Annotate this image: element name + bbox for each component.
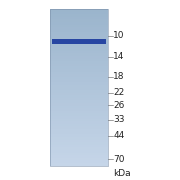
Bar bbox=[50, 40, 108, 43]
Bar bbox=[50, 160, 108, 163]
Bar bbox=[50, 89, 108, 93]
Bar bbox=[50, 157, 108, 160]
Bar bbox=[50, 100, 108, 103]
Bar bbox=[50, 163, 108, 166]
Bar bbox=[50, 24, 108, 27]
Bar bbox=[50, 147, 108, 150]
Text: 14: 14 bbox=[113, 52, 125, 61]
Bar bbox=[50, 11, 108, 14]
Bar bbox=[50, 69, 108, 72]
Bar bbox=[50, 116, 108, 119]
Bar bbox=[50, 56, 108, 59]
Bar bbox=[50, 27, 108, 30]
Bar bbox=[50, 95, 108, 98]
Bar bbox=[50, 92, 108, 95]
Bar bbox=[50, 118, 108, 121]
Bar bbox=[50, 37, 108, 40]
Bar bbox=[50, 126, 108, 129]
Bar bbox=[50, 82, 108, 85]
Text: 18: 18 bbox=[113, 72, 125, 81]
Bar bbox=[50, 129, 108, 132]
Bar bbox=[50, 61, 108, 64]
Bar bbox=[50, 105, 108, 108]
Bar bbox=[50, 53, 108, 56]
Bar bbox=[50, 45, 108, 48]
Bar bbox=[50, 30, 108, 32]
Text: 44: 44 bbox=[113, 131, 125, 140]
Bar bbox=[50, 22, 108, 25]
Bar bbox=[50, 144, 108, 147]
Bar bbox=[50, 35, 108, 38]
Bar bbox=[50, 131, 108, 134]
Bar bbox=[50, 79, 108, 82]
Bar bbox=[50, 14, 108, 17]
Bar bbox=[50, 9, 108, 166]
Bar bbox=[50, 32, 108, 35]
Bar bbox=[50, 71, 108, 74]
Text: kDa: kDa bbox=[113, 169, 131, 178]
Text: 10: 10 bbox=[113, 31, 125, 40]
Bar bbox=[50, 111, 108, 113]
Text: 33: 33 bbox=[113, 115, 125, 124]
Bar bbox=[50, 142, 108, 145]
Bar bbox=[50, 155, 108, 158]
Bar bbox=[50, 74, 108, 77]
Bar bbox=[50, 113, 108, 116]
Bar bbox=[50, 121, 108, 124]
Bar bbox=[50, 134, 108, 137]
Bar bbox=[50, 48, 108, 51]
Bar bbox=[50, 16, 108, 19]
Bar bbox=[50, 19, 108, 22]
Bar bbox=[50, 87, 108, 90]
Bar bbox=[50, 76, 108, 80]
Bar bbox=[50, 103, 108, 105]
Bar bbox=[50, 58, 108, 61]
Bar bbox=[50, 64, 108, 66]
Bar bbox=[50, 97, 108, 100]
Text: 22: 22 bbox=[113, 88, 125, 97]
Bar bbox=[50, 84, 108, 87]
Text: 26: 26 bbox=[113, 101, 125, 110]
Bar bbox=[50, 123, 108, 126]
Bar bbox=[50, 42, 108, 46]
Bar bbox=[50, 139, 108, 142]
Bar bbox=[50, 50, 108, 53]
Bar bbox=[50, 152, 108, 155]
Bar bbox=[50, 108, 108, 111]
Bar bbox=[50, 150, 108, 153]
Text: 70: 70 bbox=[113, 155, 125, 164]
Bar bbox=[50, 9, 108, 12]
Bar bbox=[50, 136, 108, 140]
Bar bbox=[50, 66, 108, 69]
Bar bbox=[52, 39, 106, 44]
